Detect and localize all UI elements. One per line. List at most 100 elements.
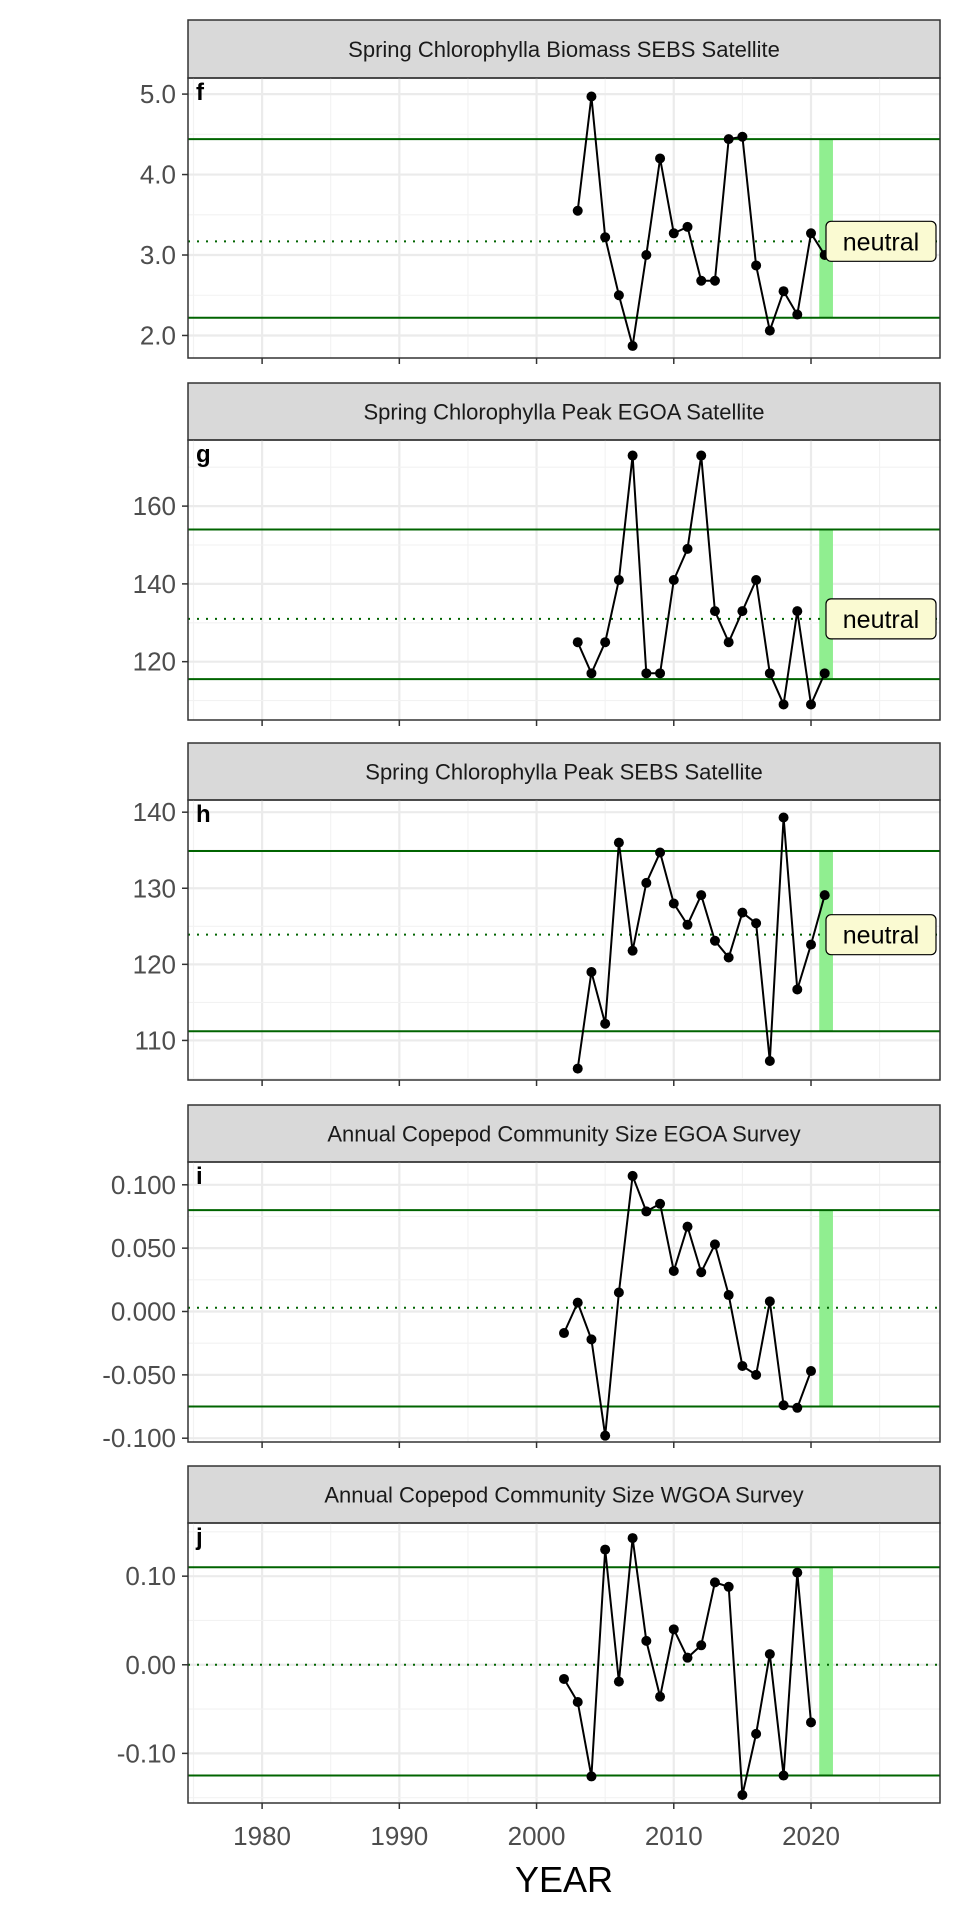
x-axis-title: YEAR	[515, 1859, 613, 1900]
data-point	[655, 847, 666, 858]
data-point	[764, 1296, 775, 1307]
data-point	[778, 699, 789, 710]
y-tick-label: 130	[133, 873, 176, 903]
data-point	[696, 275, 707, 286]
data-point	[627, 340, 638, 351]
data-point	[778, 286, 789, 297]
data-point	[737, 1360, 748, 1371]
data-point	[572, 1696, 583, 1707]
data-point	[627, 945, 638, 956]
data-point	[572, 205, 583, 216]
data-point	[806, 699, 817, 710]
status-label: neutral	[843, 228, 919, 256]
data-point	[778, 1400, 789, 1411]
panel-strip	[187, 19, 941, 79]
status-badge	[825, 914, 937, 956]
data-point	[751, 918, 762, 929]
y-tick-label: -0.100	[102, 1423, 176, 1453]
panel-title: Spring Chlorophylla Biomass SEBS Satelli…	[348, 37, 780, 62]
y-tick-label: 0.00	[125, 1650, 176, 1680]
data-point	[627, 1533, 638, 1544]
data-point	[572, 1063, 583, 1074]
y-tick-label: 110	[135, 1025, 176, 1055]
data-point	[709, 1239, 720, 1250]
data-point	[709, 275, 720, 286]
data-point	[792, 606, 803, 617]
panel-strip	[187, 1465, 941, 1524]
panel-h: Spring Chlorophylla Peak SEBS Satellite h…	[133, 742, 941, 1086]
panel-letter: j	[195, 1524, 203, 1551]
data-point	[696, 450, 707, 461]
y-tick-label: 2.0	[140, 320, 176, 350]
data-point	[778, 1770, 789, 1781]
data-point	[737, 131, 748, 142]
data-point	[627, 1170, 638, 1181]
panel-border	[187, 439, 941, 721]
panel-i: Annual Copepod Community Size EGOA Surve…	[102, 1104, 941, 1453]
data-point	[792, 1567, 803, 1578]
data-point	[696, 1640, 707, 1651]
data-point	[682, 221, 693, 232]
data-point	[613, 1676, 624, 1687]
x-tick-label: 2010	[645, 1821, 703, 1851]
data-point	[737, 907, 748, 918]
data-point	[709, 606, 720, 617]
data-point	[655, 1198, 666, 1209]
data-point	[819, 668, 830, 679]
panel-border	[187, 1522, 941, 1804]
y-tick-label: 4.0	[140, 160, 176, 190]
y-tick-label: 140	[133, 797, 176, 827]
plot-area	[188, 440, 940, 720]
panel-letter: g	[196, 441, 211, 468]
y-tick-label: 160	[133, 491, 176, 521]
panel-title: Annual Copepod Community Size EGOA Surve…	[327, 1122, 800, 1147]
data-point	[723, 1581, 734, 1592]
plot-area	[188, 1162, 940, 1442]
data-point	[806, 939, 817, 950]
data-point	[737, 606, 748, 617]
plot-area	[188, 800, 940, 1080]
highlight-band	[819, 1210, 833, 1407]
data-point	[668, 898, 679, 909]
data-point	[613, 837, 624, 848]
x-tick-label: 1990	[370, 1821, 428, 1851]
panel-letter: h	[196, 801, 211, 828]
data-point	[655, 668, 666, 679]
status-label: neutral	[843, 922, 919, 950]
y-tick-label: 0.050	[111, 1233, 176, 1263]
y-tick-label: 0.10	[125, 1561, 176, 1591]
data-point	[819, 890, 830, 901]
data-point	[723, 952, 734, 963]
data-point	[641, 877, 652, 888]
data-point	[751, 260, 762, 271]
data-point	[600, 1018, 611, 1029]
data-point	[696, 890, 707, 901]
data-point	[641, 1206, 652, 1217]
data-point	[792, 1402, 803, 1413]
y-tick-label: 5.0	[140, 79, 176, 109]
data-point	[586, 966, 597, 977]
series-line	[563, 1175, 812, 1436]
data-point	[806, 1717, 817, 1728]
data-point	[751, 1369, 762, 1380]
x-tick-label: 1980	[233, 1821, 291, 1851]
y-tick-label: 3.0	[140, 240, 176, 270]
data-point	[764, 325, 775, 336]
panel-title: Spring Chlorophylla Peak SEBS Satellite	[365, 760, 762, 785]
y-tick-label: 0.000	[111, 1297, 176, 1327]
y-tick-label: 120	[133, 949, 176, 979]
data-point	[641, 668, 652, 679]
data-point	[627, 450, 638, 461]
data-point	[723, 1290, 734, 1301]
panel-g: Spring Chlorophylla Peak EGOA Satellite g…	[133, 382, 941, 726]
data-point	[572, 1297, 583, 1308]
data-point	[600, 637, 611, 648]
data-point	[572, 637, 583, 648]
highlight-band	[819, 1567, 833, 1776]
panel-letter: f	[196, 79, 205, 106]
data-point	[764, 1055, 775, 1066]
x-tick-label: 2000	[508, 1821, 566, 1851]
data-point	[764, 1649, 775, 1660]
x-tick-label: 2020	[782, 1821, 840, 1851]
y-tick-label: 140	[133, 569, 176, 599]
